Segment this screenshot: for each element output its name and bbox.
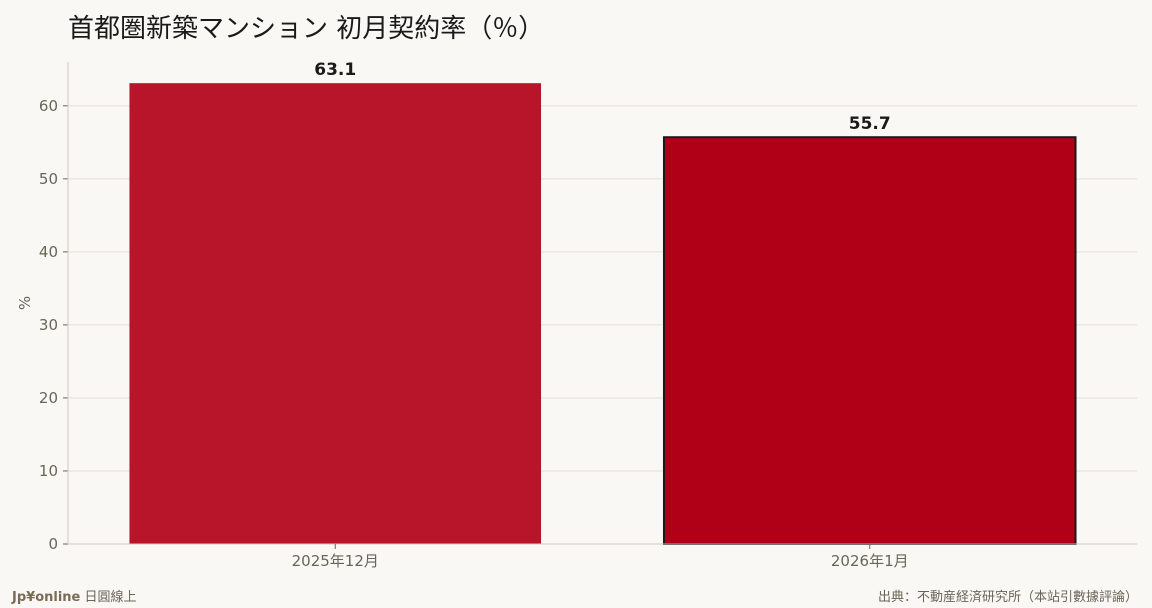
y-tick-label: 20 [39,389,58,407]
bar-2025年12月 [129,83,542,545]
brand-suffix: 日圓線上 [84,590,137,605]
bars [129,83,1077,545]
x-tick-label: 2025年12月 [292,552,379,570]
chart-title: 首都圏新築マンション 初月契約率（％） [68,14,545,44]
y-tick-label: 10 [39,462,58,480]
y-tick-label: 40 [39,243,58,261]
data-label: 55.7 [849,114,891,134]
footer-brand: Jp¥online 日圓線上 [12,586,137,605]
source-note: 出典：不動産経済研究所（本站引數據評論） [877,590,1138,605]
bar-2026年1月 [662,136,1077,545]
labels: 0 10 20 30 40 50 60% 63.1 2025年12月 55.7 2026年1月 [16,60,909,570]
x-tick-label: 2026年1月 [831,552,909,570]
y-tick-label: 50 [39,170,58,188]
y-tick-label: 60 [39,97,58,115]
y-tick-label: 0 [48,535,58,553]
y-axis-label: % [16,296,34,310]
brand-logo: Jp¥online [12,590,81,605]
y-tick-label: 30 [39,316,58,334]
axes [63,62,1137,549]
data-label: 63.1 [314,60,356,80]
